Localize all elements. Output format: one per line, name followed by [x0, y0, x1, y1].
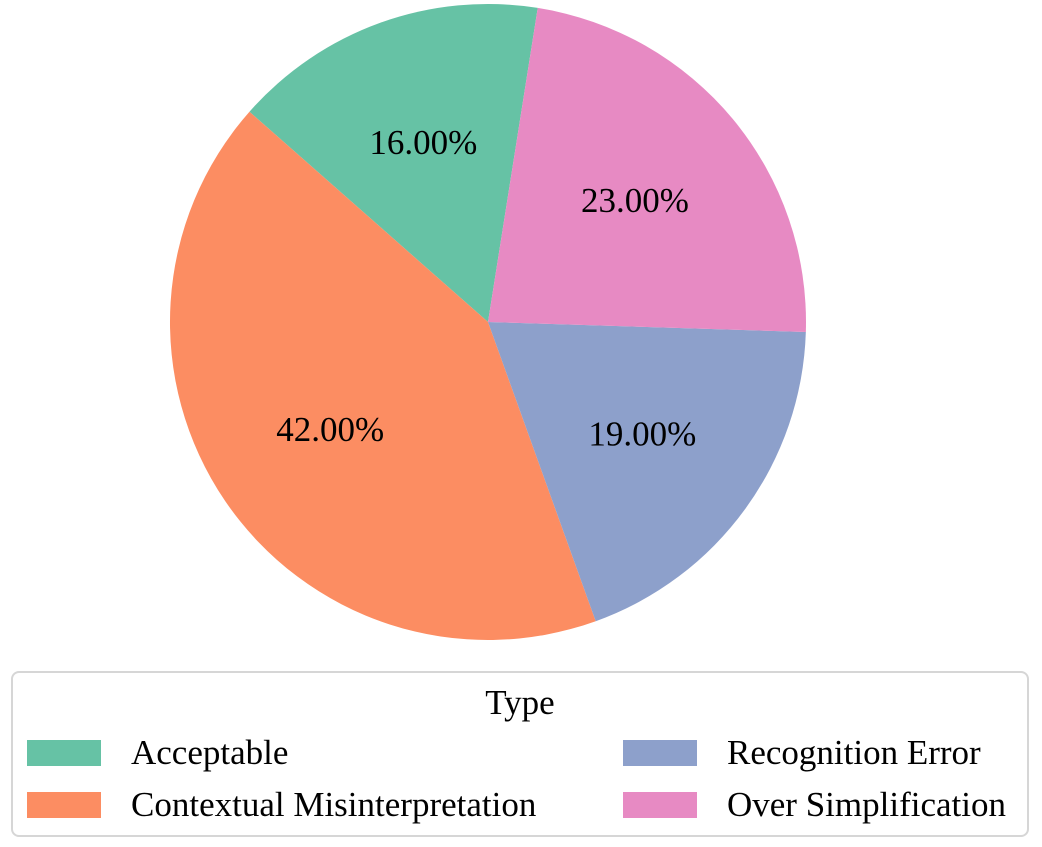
- legend-item-contextual-misinterpretation: Contextual Misinterpretation: [27, 785, 536, 825]
- legend-label-acceptable: Acceptable: [131, 733, 289, 772]
- legend-label-recognition-error: Recognition Error: [727, 733, 981, 772]
- legend-label-contextual-misinterpretation: Contextual Misinterpretation: [131, 785, 537, 824]
- pie-label-over-simplification: 23.00%: [581, 181, 689, 220]
- legend-swatch-over-simplification: [623, 792, 697, 818]
- legend-swatch-contextual-misinterpretation: [27, 792, 101, 818]
- legend-item-over-simplification: Over Simplification: [623, 785, 1006, 825]
- legend-label-over-simplification: Over Simplification: [727, 785, 1006, 824]
- pie-label-acceptable: 16.00%: [369, 123, 477, 162]
- legend-title: Type: [485, 683, 555, 722]
- legend-swatch-acceptable: [27, 740, 101, 766]
- pie-slice-over-simplification: [488, 7, 806, 332]
- pie-label-contextual-misinterpretation: 42.00%: [276, 410, 384, 449]
- pie-chart: 16.00% 42.00% 19.00% 23.00%: [169, 4, 806, 641]
- legend-swatch-recognition-error: [623, 740, 697, 766]
- pie-slice-contextual-misinterpretation: [169, 111, 596, 641]
- pie-slice-acceptable: [249, 4, 538, 323]
- legend-item-recognition-error: Recognition Error: [623, 733, 981, 773]
- legend-item-acceptable: Acceptable: [27, 733, 288, 773]
- pie-slices: [169, 4, 806, 641]
- pie-labels: 16.00% 42.00% 19.00% 23.00%: [276, 123, 696, 454]
- pie-slice-recognition-error: [488, 322, 806, 622]
- pie-label-recognition-error: 19.00%: [588, 415, 696, 454]
- legend: Type Acceptable Recognition Error Contex…: [11, 671, 1029, 837]
